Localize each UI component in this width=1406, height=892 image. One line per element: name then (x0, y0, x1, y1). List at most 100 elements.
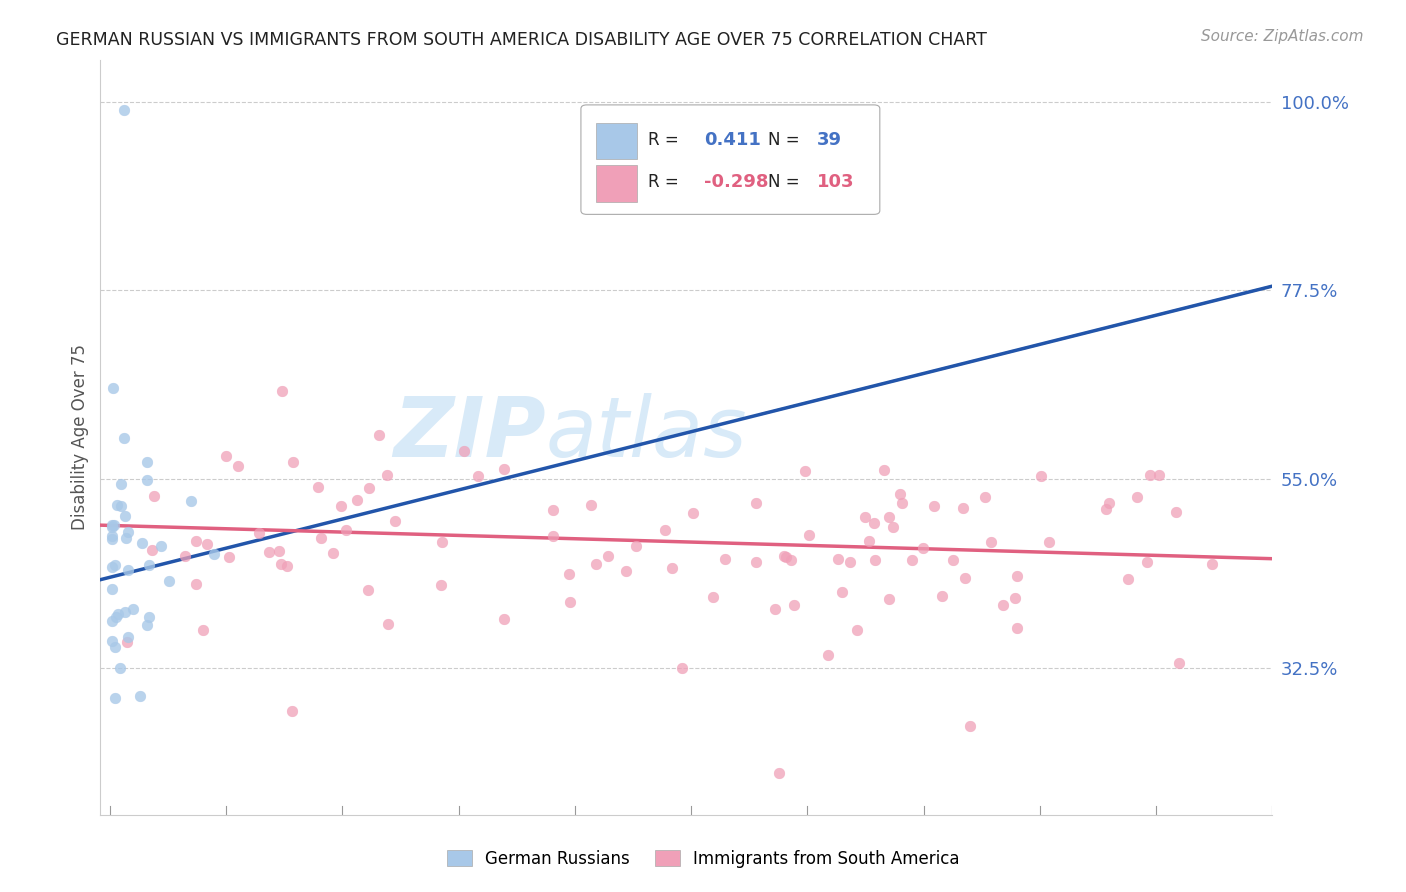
Point (311, 531, 333, 545)
Point (661, 560, 683, 574)
Point (585, 557, 607, 571)
Legend: German Russians, Immigrants from South America: German Russians, Immigrants from South A… (440, 844, 966, 875)
Point (103, 518, 125, 533)
Text: atlas: atlas (546, 392, 748, 474)
Point (104, 690, 127, 705)
Point (1168, 656, 1191, 670)
Point (1164, 505, 1187, 519)
Point (112, 431, 135, 445)
Point (671, 661, 693, 675)
Point (858, 533, 880, 548)
Point (117, 562, 139, 576)
Point (863, 553, 886, 567)
Point (1005, 621, 1028, 635)
Point (226, 458, 249, 473)
Point (877, 591, 900, 606)
Point (357, 482, 380, 496)
Point (107, 607, 129, 621)
Text: 103: 103 (817, 173, 853, 191)
Text: 39: 39 (817, 131, 842, 149)
Text: R =: R = (648, 173, 679, 191)
Point (114, 508, 136, 523)
Point (186, 534, 208, 549)
Point (104, 640, 127, 654)
Point (100, 517, 122, 532)
Point (1004, 591, 1026, 605)
Point (581, 498, 603, 512)
Point (745, 496, 768, 510)
Point (330, 500, 353, 514)
Point (430, 535, 453, 549)
Point (110, 661, 132, 675)
Point (959, 718, 981, 732)
FancyBboxPatch shape (596, 123, 637, 160)
Point (614, 565, 637, 579)
Point (121, 601, 143, 615)
FancyBboxPatch shape (581, 105, 880, 214)
Point (149, 539, 172, 553)
Point (817, 648, 839, 662)
Point (104, 558, 127, 572)
Point (105, 498, 128, 512)
Point (845, 623, 868, 637)
Point (558, 567, 581, 582)
Point (838, 555, 860, 569)
Point (941, 553, 963, 567)
Point (783, 599, 806, 613)
Text: N =: N = (769, 173, 800, 191)
Point (1136, 555, 1159, 569)
Point (180, 493, 202, 508)
Point (136, 455, 159, 469)
Point (308, 480, 330, 494)
Text: ZIP: ZIP (394, 392, 546, 474)
Point (713, 551, 735, 566)
Point (174, 549, 197, 563)
Point (101, 634, 124, 648)
Point (827, 552, 849, 566)
Text: N =: N = (769, 131, 800, 149)
Point (141, 542, 163, 557)
Point (492, 461, 515, 475)
FancyBboxPatch shape (596, 165, 637, 202)
Point (1116, 573, 1139, 587)
Point (993, 599, 1015, 613)
Point (100, 614, 122, 628)
Point (1038, 535, 1060, 549)
Point (281, 705, 304, 719)
Point (1126, 490, 1149, 504)
Point (794, 464, 817, 478)
Point (270, 558, 292, 572)
Point (931, 589, 953, 603)
Point (114, 605, 136, 619)
Point (980, 535, 1002, 549)
Point (138, 558, 160, 573)
Text: Source: ZipAtlas.com: Source: ZipAtlas.com (1201, 29, 1364, 44)
Point (218, 550, 240, 565)
Point (269, 544, 291, 558)
Point (202, 547, 225, 561)
Point (624, 539, 647, 553)
Text: R =: R = (648, 131, 679, 149)
Point (135, 474, 157, 488)
Point (129, 689, 152, 703)
Point (157, 574, 180, 588)
Point (430, 578, 453, 592)
Point (131, 535, 153, 549)
Text: 0.411: 0.411 (704, 131, 761, 149)
Point (877, 509, 900, 524)
Point (104, 609, 127, 624)
Point (541, 503, 564, 517)
Point (1005, 569, 1028, 583)
Point (873, 463, 896, 477)
Y-axis label: Disability Age Over 75: Disability Age Over 75 (72, 344, 89, 530)
Point (377, 616, 399, 631)
Point (1097, 496, 1119, 510)
Point (775, 550, 797, 565)
Point (1201, 557, 1223, 571)
Text: GERMAN RUSSIAN VS IMMIGRANTS FROM SOUTH AMERICA DISABILITY AGE OVER 75 CORRELATI: GERMAN RUSSIAN VS IMMIGRANTS FROM SOUTH … (56, 31, 987, 49)
Point (1147, 468, 1170, 483)
Point (890, 496, 912, 510)
Point (780, 553, 803, 567)
Point (193, 624, 215, 638)
Point (912, 541, 935, 555)
